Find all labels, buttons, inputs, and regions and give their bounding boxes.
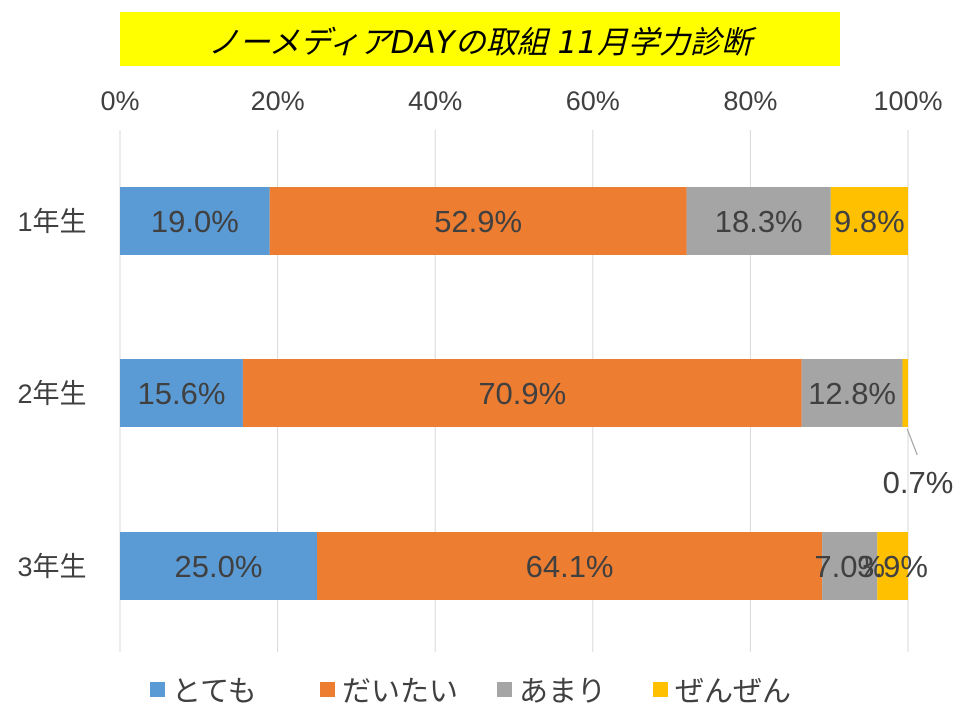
data-label: 15.6%	[138, 376, 226, 411]
bar-segment	[120, 187, 270, 255]
bar-segment	[822, 532, 878, 600]
legend-label: だいたい	[342, 676, 458, 708]
data-label: 7.0%	[814, 549, 885, 584]
chart-title: ノーメディアDAYの取組 11月学力診断	[120, 12, 840, 66]
bar-segment	[317, 532, 823, 600]
x-tick-label: 80%	[723, 86, 777, 116]
data-label: 18.3%	[715, 204, 803, 239]
legend-label: あまり	[519, 676, 606, 708]
data-labels: 19.0% 52.9% 18.3% 9.8% 15.6% 70.9% 12.8% 0.7% 25…	[138, 204, 954, 584]
category-label: 3年生	[17, 552, 86, 582]
bar-segment	[242, 359, 802, 427]
x-tick-label: 40%	[408, 86, 462, 116]
bar-segment	[877, 532, 908, 600]
bar-segment	[269, 187, 687, 255]
category-labels: 1年生 2年生 3年生	[17, 207, 86, 582]
data-label: 70.9%	[478, 376, 566, 411]
legend-swatch	[653, 682, 668, 697]
data-label: 3.9%	[857, 549, 928, 584]
legend: とても だいたい あまり ぜんぜん	[150, 676, 791, 708]
bar-segment	[801, 359, 903, 427]
category-label: 2年生	[17, 379, 86, 409]
bars	[120, 187, 908, 600]
x-tick-label: 60%	[566, 86, 620, 116]
legend-swatch	[497, 682, 512, 697]
data-label: 64.1%	[526, 549, 614, 584]
x-tick-label: 20%	[251, 86, 305, 116]
legend-swatch	[320, 682, 335, 697]
data-label: 52.9%	[434, 204, 522, 239]
bar-segment	[902, 359, 908, 427]
data-label: 9.8%	[834, 204, 905, 239]
bar-segment	[830, 187, 908, 255]
legend-label: とても	[172, 676, 257, 708]
data-label-leader	[906, 428, 918, 456]
legend-swatch	[150, 682, 165, 697]
bar-segment	[686, 187, 831, 255]
data-label: 12.8%	[808, 376, 896, 411]
data-label: 25.0%	[175, 549, 263, 584]
x-tick-label: 100%	[873, 86, 942, 116]
x-tick-label: 0%	[100, 86, 139, 116]
category-label: 1年生	[17, 207, 86, 237]
data-label: 19.0%	[151, 204, 239, 239]
bar-segment	[120, 359, 243, 427]
x-axis-ticks: 0% 20% 40% 60% 80% 100%	[100, 86, 942, 116]
legend-label: ぜんぜん	[675, 676, 791, 708]
bar-segment	[120, 532, 317, 600]
data-label: 0.7%	[883, 465, 954, 500]
